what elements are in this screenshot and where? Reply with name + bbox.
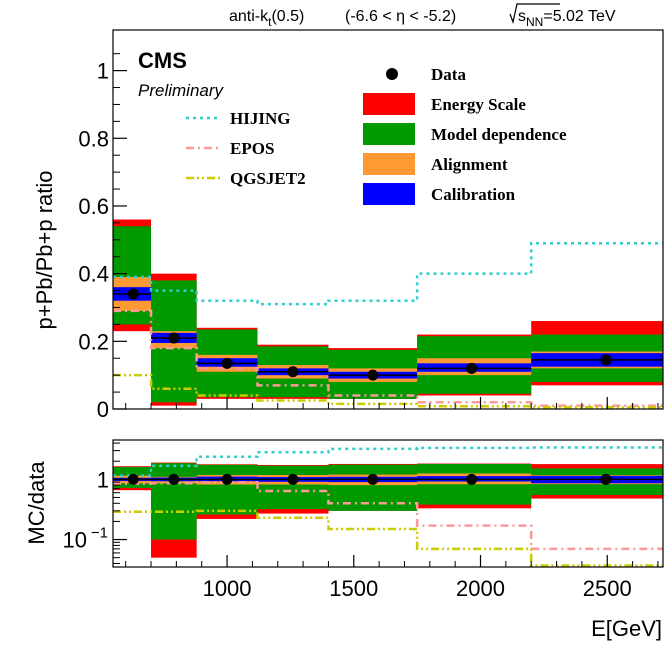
legend-swatch-model-dependence <box>363 123 415 145</box>
x-tick-label-3: 2500 <box>583 576 632 601</box>
bottom-data-point-6 <box>600 473 612 485</box>
top-y-tick-label-1: 0.2 <box>78 329 109 354</box>
bottom-mc-line-hijing <box>113 446 663 477</box>
x-tick-label-2: 2000 <box>456 576 505 601</box>
bottom-data-point-1 <box>168 473 180 485</box>
top-mc-line-hijing <box>113 241 663 306</box>
top-data-point-3 <box>287 366 299 378</box>
legend-swatch-calibration <box>363 183 415 205</box>
top-data-point-2 <box>221 357 233 369</box>
legend-label-epos: EPOS <box>230 139 274 158</box>
top-data-point-4 <box>367 369 379 381</box>
bottom-mc-lines <box>113 446 663 567</box>
bottom-data-point-5 <box>466 473 478 485</box>
top-mc-line-epos <box>113 309 663 407</box>
x-tick-label-0: 1000 <box>203 576 252 601</box>
bottom-y-axis-title: MC/data <box>24 461 49 545</box>
bottom-data-point-0 <box>127 473 139 485</box>
bottom-data-point-4 <box>367 473 379 485</box>
bottom-y-axis: 10 −1 1 <box>63 442 127 565</box>
bottom-data-point-2 <box>221 473 233 485</box>
top-y-tick-label-4: 0.8 <box>78 126 109 151</box>
top-mc-line-qgsjet2 <box>113 373 663 409</box>
bottom-y-tick-exponent-0: −1 <box>91 525 108 542</box>
legend-label-energy-scale: Energy Scale <box>431 95 526 114</box>
x-axis-title: E[GeV] <box>591 616 662 641</box>
legend-data-label: Data <box>431 65 466 84</box>
bottom-band-model-dependence-2 <box>196 464 258 515</box>
bottom-band-model-dependence-5 <box>417 463 532 505</box>
jet-algorithm-label: anti-kt(0.5) <box>229 8 304 29</box>
top-y-tick-label-2: 0.4 <box>78 262 109 287</box>
legend-label-hijing: HIJING <box>230 109 290 128</box>
legend-label-calibration: Calibration <box>431 185 516 204</box>
x-axis: 1000 1500 2000 2500 <box>125 397 659 601</box>
top-data-points <box>113 288 663 381</box>
legend-label-alignment: Alignment <box>431 155 508 174</box>
bottom-mc-line-qgsjet2 <box>113 509 663 567</box>
legend-data-marker <box>386 68 398 80</box>
bottom-y-tick-label-0: 10 <box>63 528 87 553</box>
top-panel-frame <box>112 29 664 410</box>
bottom-data-points <box>113 473 663 485</box>
legend-swatch-alignment <box>363 153 415 175</box>
top-y-tick-label-5: 1 <box>97 59 109 84</box>
top-y-axis-title: p+Pb/Pb+p ratio <box>32 170 57 329</box>
top-y-tick-label-3: 0.6 <box>78 194 109 219</box>
preliminary-label: Preliminary <box>138 81 225 100</box>
top-data-point-5 <box>466 362 478 374</box>
top-data-point-1 <box>168 332 180 344</box>
legend-swatch-energy-scale <box>363 93 415 115</box>
energy-label: sNN=5.02 TeV <box>509 3 616 29</box>
legend-label-model-dependence: Model dependence <box>431 125 567 144</box>
cms-label: CMS <box>138 48 187 73</box>
top-mc-lines <box>113 241 663 409</box>
top-data-point-6 <box>600 354 612 366</box>
eta-range-label: (-6.6 < η < -5.2) <box>345 8 456 25</box>
bottom-band-model-dependence-3 <box>257 465 329 510</box>
x-tick-label-1: 1500 <box>329 576 378 601</box>
top-y-axis: 0 0.2 0.4 0.6 0.8 1 <box>78 53 127 422</box>
legend: Data Energy Scale Model dependence Alignmen… <box>186 65 567 205</box>
top-uncertainty-bands <box>113 219 663 406</box>
svg-text:sNN=5.02 TeV: sNN=5.02 TeV <box>518 8 616 29</box>
top-data-point-0 <box>127 288 139 300</box>
bottom-data-point-3 <box>287 473 299 485</box>
top-y-tick-label-0: 0 <box>97 397 109 422</box>
bottom-y-tick-label-1: 1 <box>97 467 109 492</box>
legend-label-qgsjet2: QGSJET2 <box>230 169 306 188</box>
